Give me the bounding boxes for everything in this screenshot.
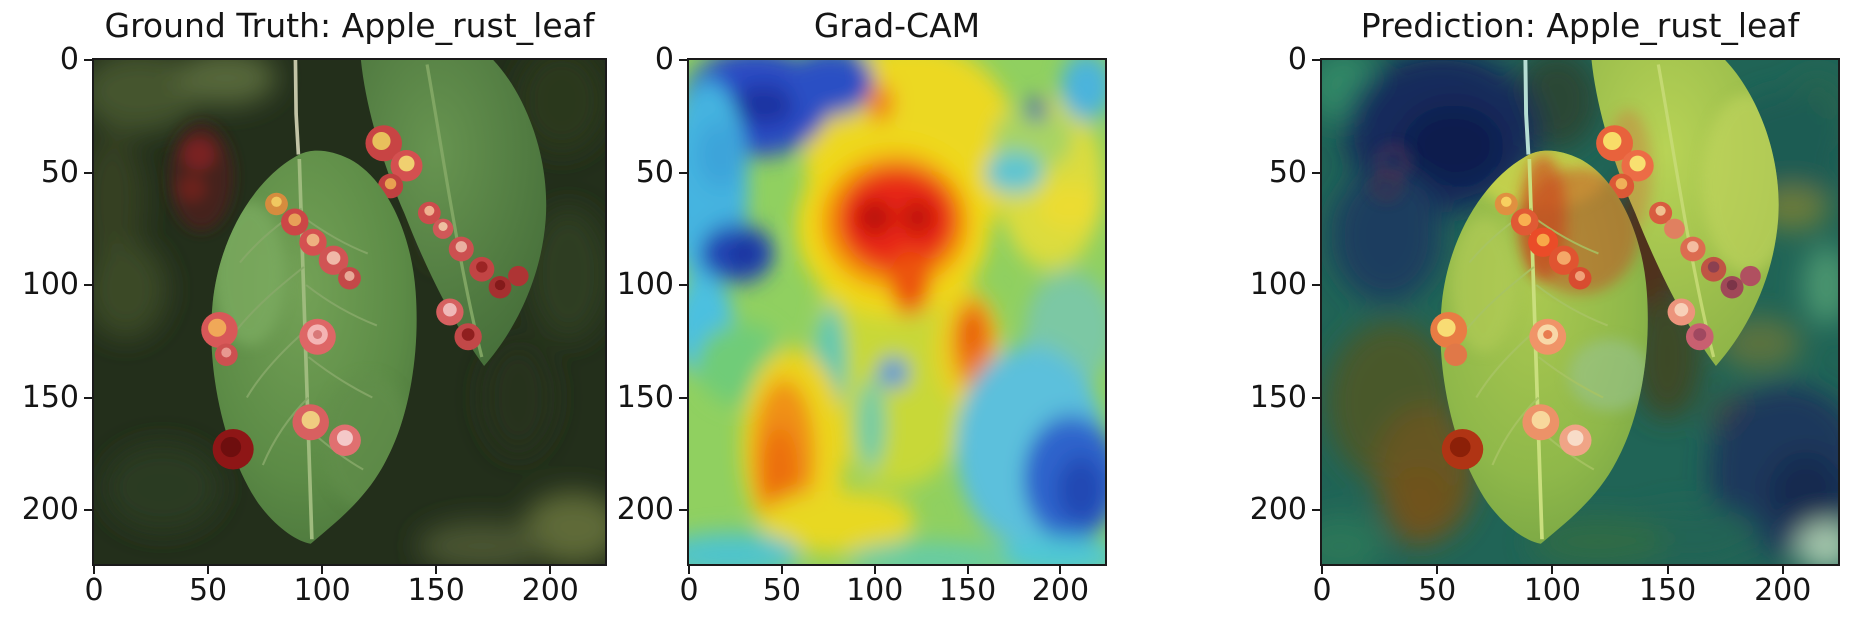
axes-grad-cam: 0 50 100 150 200 0 50 100 150 200 bbox=[617, 45, 1107, 606]
x-tick-mark bbox=[549, 566, 552, 574]
x-tick-label: 50 bbox=[762, 573, 801, 608]
x-tick-label: 200 bbox=[1754, 573, 1812, 608]
panel-prediction: Prediction: Apple_rust_leaf bbox=[1250, 0, 1840, 635]
y-tick-mark bbox=[1312, 284, 1320, 286]
y-tick-label: 50 bbox=[1268, 154, 1307, 190]
x-tick-mark bbox=[207, 566, 210, 574]
x-tick-mark bbox=[1666, 566, 1669, 574]
leaf-stem bbox=[1523, 60, 1531, 155]
x-tick-mark bbox=[1059, 566, 1062, 574]
panel-title-grad-cam: Grad-CAM bbox=[813, 6, 981, 45]
background-blurred-rust-leaf bbox=[169, 123, 234, 231]
y-tick-label: 150 bbox=[1249, 379, 1307, 415]
background-faint-rust-rings bbox=[1372, 144, 1411, 201]
panel-title-prediction: Prediction: Apple_rust_leaf bbox=[1360, 6, 1800, 45]
x-tick-mark bbox=[1321, 566, 1323, 574]
x-tick-label: 150 bbox=[1638, 573, 1697, 608]
y-tick-mark bbox=[1312, 171, 1320, 174]
x-tick-label: 0 bbox=[679, 573, 699, 608]
x-tick-label: 150 bbox=[938, 573, 997, 608]
x-tick-label: 100 bbox=[846, 573, 904, 608]
x-tick-mark bbox=[1436, 566, 1439, 574]
y-tick-label: 100 bbox=[616, 267, 674, 302]
y-tick-label: 150 bbox=[616, 379, 674, 415]
y-tick-mark bbox=[679, 59, 687, 61]
x-tick-mark bbox=[93, 566, 95, 574]
y-tick-label: 0 bbox=[654, 42, 674, 77]
y-tick-label: 150 bbox=[21, 379, 79, 415]
right-leaf bbox=[360, 60, 547, 366]
panel-title-ground-truth: Ground Truth: Apple_rust_leaf bbox=[104, 6, 595, 45]
y-tick-mark bbox=[679, 284, 687, 286]
x-tick-mark bbox=[1781, 566, 1784, 574]
y-tick-mark bbox=[84, 59, 92, 61]
leaf-stem bbox=[293, 60, 301, 155]
prediction-overlay-image bbox=[1322, 60, 1838, 564]
y-tick-label: 200 bbox=[616, 492, 674, 527]
x-tick-label: 200 bbox=[1031, 573, 1090, 608]
y-tick-mark bbox=[84, 509, 92, 511]
x-tick-label: 150 bbox=[407, 573, 465, 608]
y-tick-mark bbox=[679, 171, 687, 174]
main-leaf bbox=[1430, 150, 1648, 544]
y-tick-label: 50 bbox=[40, 154, 79, 190]
axes-ground-truth: 0 50 100 150 200 0 50 100 150 200 bbox=[22, 45, 607, 606]
y-tick-label: 200 bbox=[1249, 492, 1307, 527]
main-leaf bbox=[201, 150, 417, 544]
y-tick-label: 0 bbox=[59, 42, 79, 77]
x-tick-label: 50 bbox=[188, 573, 228, 608]
y-tick-mark bbox=[84, 396, 92, 399]
y-tick-label: 100 bbox=[21, 267, 79, 302]
y-tick-mark bbox=[679, 509, 687, 511]
y-tick-mark bbox=[84, 284, 92, 286]
grad-cam-heatmap bbox=[689, 60, 1105, 564]
y-tick-label: 50 bbox=[635, 154, 674, 190]
axes-prediction: 0 50 100 150 200 0 50 100 150 200 bbox=[1250, 45, 1840, 606]
x-tick-label: 0 bbox=[84, 573, 104, 608]
y-tick-mark bbox=[1312, 59, 1320, 61]
ground-truth-leaf-photo bbox=[94, 60, 605, 564]
x-tick-mark bbox=[321, 566, 324, 574]
y-tick-label: 200 bbox=[21, 492, 79, 527]
x-tick-label: 50 bbox=[1418, 573, 1457, 608]
y-tick-mark bbox=[1312, 509, 1320, 511]
x-tick-mark bbox=[873, 566, 876, 574]
x-tick-label: 200 bbox=[521, 573, 579, 608]
panel-grad-cam: Grad-CAM bbox=[617, 0, 1107, 635]
x-tick-label: 0 bbox=[1312, 573, 1332, 608]
x-tick-mark bbox=[688, 566, 690, 574]
y-tick-mark bbox=[1312, 396, 1320, 399]
x-tick-mark bbox=[435, 566, 438, 574]
x-tick-label: 100 bbox=[293, 573, 351, 608]
x-tick-mark bbox=[966, 566, 969, 574]
y-tick-label: 0 bbox=[1287, 42, 1307, 77]
y-tick-mark bbox=[84, 171, 92, 174]
x-tick-mark bbox=[780, 566, 783, 574]
x-tick-label: 100 bbox=[1523, 573, 1581, 608]
x-tick-mark bbox=[1551, 566, 1554, 574]
panel-ground-truth: Ground Truth: Apple_rust_leaf bbox=[22, 0, 607, 635]
y-tick-label: 100 bbox=[1249, 267, 1307, 302]
y-tick-mark bbox=[679, 396, 687, 399]
